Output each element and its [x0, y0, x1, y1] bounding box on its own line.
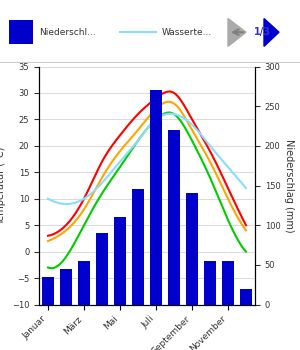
Polygon shape: [264, 19, 279, 46]
Y-axis label: Niederschlag (mm): Niederschlag (mm): [284, 139, 295, 232]
Bar: [96, 233, 108, 304]
FancyBboxPatch shape: [9, 20, 33, 44]
Bar: [42, 277, 54, 304]
Bar: [240, 289, 252, 304]
Polygon shape: [228, 19, 246, 46]
Text: Niederschl...: Niederschl...: [39, 28, 96, 37]
Text: 1/3: 1/3: [254, 27, 271, 37]
Bar: [60, 269, 72, 304]
Text: Wasserte...: Wasserte...: [162, 28, 212, 37]
Bar: [168, 130, 180, 304]
Bar: [132, 189, 144, 304]
Bar: [114, 217, 126, 304]
Bar: [222, 261, 234, 304]
Bar: [150, 90, 162, 304]
Bar: [186, 194, 198, 304]
Bar: [78, 261, 90, 304]
Bar: [204, 261, 216, 304]
Y-axis label: Temperatur (°C): Temperatur (°C): [0, 146, 6, 225]
